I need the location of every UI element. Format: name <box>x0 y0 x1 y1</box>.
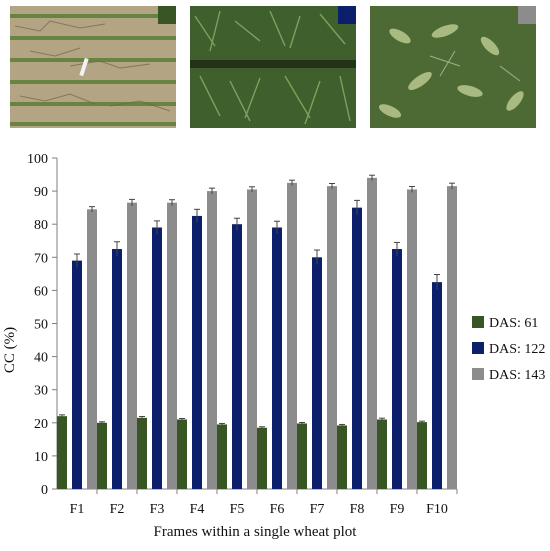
bar-das122 <box>272 227 282 489</box>
bar-das143 <box>87 209 97 489</box>
bar-das143 <box>407 189 417 489</box>
x-tick-label: F2 <box>110 502 125 517</box>
bar-das143 <box>287 182 297 489</box>
bar-das61 <box>137 417 147 489</box>
y-tick-label: 60 <box>34 284 48 299</box>
legend-label-das143: DAS: 143 <box>489 368 545 383</box>
y-axis-title: CC (%) <box>2 327 18 373</box>
bar-das122 <box>432 282 442 489</box>
das-61-color-marker <box>158 6 176 24</box>
bar-das143 <box>367 177 377 490</box>
bar-das122 <box>112 249 122 489</box>
x-tick-label: F7 <box>310 502 325 517</box>
bar-das143 <box>447 186 457 489</box>
bar-das61 <box>377 419 387 489</box>
bar-das61 <box>97 422 107 489</box>
bar-das61 <box>257 427 267 489</box>
legend-label-das61: DAS: 61 <box>489 316 538 331</box>
bar-das122 <box>312 257 322 489</box>
x-tick-label: F1 <box>70 502 85 517</box>
legend: DAS: 61 DAS: 122 DAS: 143 <box>472 316 545 383</box>
legend-swatch-das61 <box>472 316 484 328</box>
bar-das61 <box>177 419 187 489</box>
bar-das61 <box>297 423 307 489</box>
bar-das143 <box>127 202 137 489</box>
bar-das122 <box>392 249 402 489</box>
das-122-color-marker <box>338 6 356 24</box>
bar-das61 <box>217 424 227 489</box>
y-tick-label: 10 <box>34 450 48 465</box>
late-wheat-canopy-image <box>370 6 536 128</box>
y-tick-label: 90 <box>34 185 48 200</box>
y-tick-label: 50 <box>34 318 48 333</box>
x-tick-label: F6 <box>270 502 285 517</box>
late-wheat-canopy-photo <box>370 6 536 128</box>
bar-das122 <box>152 227 162 489</box>
soil-early-wheat-image <box>10 6 176 128</box>
y-tick-label: 30 <box>34 384 48 399</box>
legend-swatch-das122 <box>472 342 484 354</box>
x-tick-label: F4 <box>190 502 205 517</box>
bar-das143 <box>167 202 177 489</box>
bar-das122 <box>352 207 362 489</box>
legend-label-das122: DAS: 122 <box>489 342 545 357</box>
bar-das61 <box>57 416 67 489</box>
legend-swatch-das143 <box>472 368 484 380</box>
bar-das122 <box>192 215 202 490</box>
x-tick-label: F8 <box>350 502 365 517</box>
bar-das61 <box>337 425 347 489</box>
y-tick-label: 80 <box>34 218 48 233</box>
mid-wheat-canopy-image <box>190 6 356 128</box>
x-tick-label: F5 <box>230 502 245 517</box>
mid-wheat-canopy-photo <box>190 6 356 128</box>
y-tick-label: 70 <box>34 251 48 266</box>
soil-early-wheat-photo <box>10 6 176 128</box>
bar-das143 <box>247 189 257 489</box>
y-tick-label: 100 <box>27 152 48 167</box>
x-axis-title: Frames within a single wheat plot <box>154 524 358 540</box>
bar-das61 <box>417 422 427 489</box>
chart-svg: 0 10 20 30 40 50 60 70 80 90 100 F1 F2 F3 F4 F5 F6 F7 F8 F9… <box>2 152 545 540</box>
y-tick-label: 0 <box>41 483 48 498</box>
das-143-color-marker <box>518 6 536 24</box>
x-tick-label: F3 <box>150 502 165 517</box>
plot-area: 0 10 20 30 40 50 60 70 80 90 100 F1 F2 F3 F4 F5 F6 F7 F8 F9… <box>27 152 458 517</box>
x-tick-label: F9 <box>390 502 405 517</box>
bar-das122 <box>72 260 82 489</box>
x-tick-label: F10 <box>426 502 448 517</box>
bar-das122 <box>232 224 242 489</box>
bar-das143 <box>327 186 337 489</box>
canopy-cover-bar-chart: 0 10 20 30 40 50 60 70 80 90 100 F1 F2 F3 F4 F5 F6 F7 F8 F9… <box>0 140 550 546</box>
y-tick-label: 20 <box>34 417 48 432</box>
bar-das143 <box>207 191 217 489</box>
y-tick-label: 40 <box>34 351 48 366</box>
